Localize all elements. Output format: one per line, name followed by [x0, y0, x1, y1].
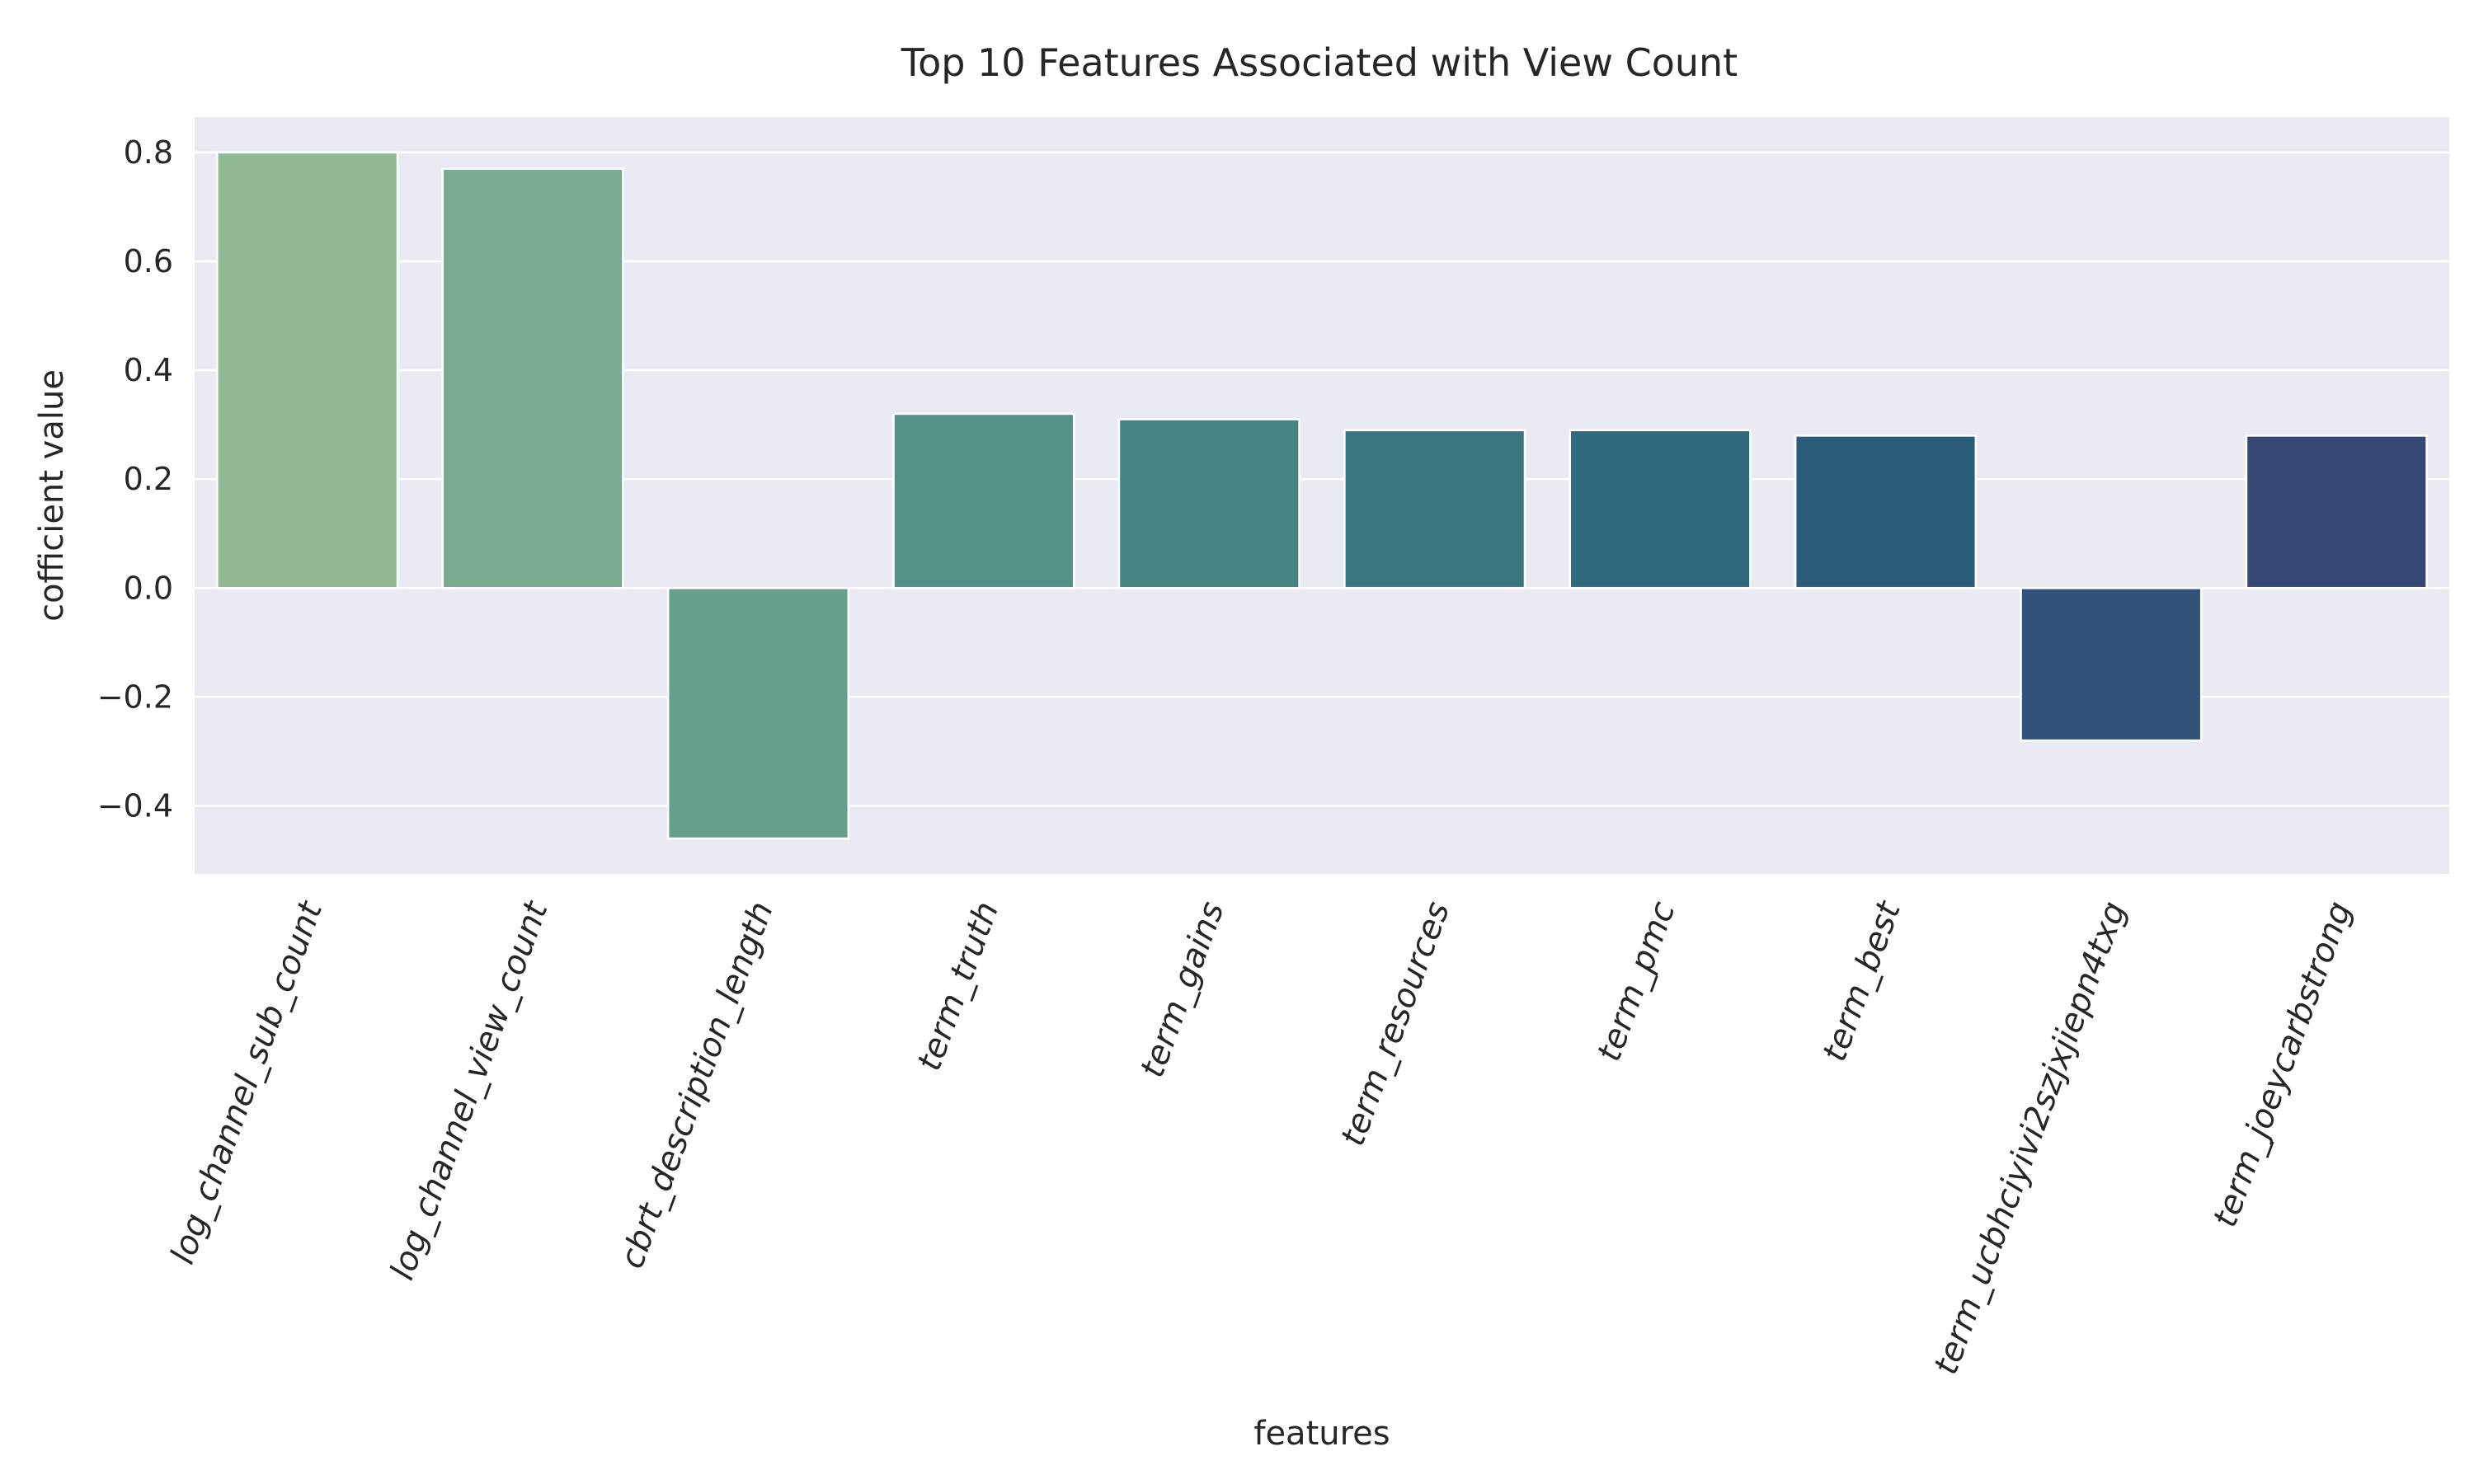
bar-term-joeycarbstrong	[2245, 434, 2428, 589]
y-tick-label: 0.4	[124, 352, 173, 388]
bar-log-channel-view-count	[441, 167, 624, 589]
y-tick-label: 0.0	[124, 570, 173, 606]
x-axis-title: features	[1253, 1415, 1390, 1453]
y-axis-title: cofficient value	[33, 369, 71, 622]
bar-term-resources	[1343, 429, 1526, 589]
bar-term-ucbhciyivi2szjxjiepn4txg	[2020, 586, 2203, 742]
chart-title: Top 10 Features Associated with View Cou…	[901, 40, 1738, 85]
bar-term-gains	[1117, 418, 1300, 589]
y-tick-label: 0.2	[124, 461, 173, 497]
bar-cbrt-description-length	[666, 586, 850, 840]
y-axis-ticks: −0.4 −0.2 0.0 0.2 0.4 0.6 0.8	[97, 134, 173, 824]
y-tick-label: −0.2	[97, 679, 173, 715]
bars	[216, 151, 2428, 840]
bar-log-channel-sub-count	[216, 151, 399, 589]
y-tick-label: −0.4	[97, 787, 173, 824]
bar-term-truth	[892, 412, 1075, 589]
bar-term-best	[1794, 434, 1978, 589]
y-tick-label: 0.6	[124, 243, 173, 279]
bar-term-pmc	[1569, 429, 1752, 589]
y-tick-label: 0.8	[124, 134, 173, 171]
